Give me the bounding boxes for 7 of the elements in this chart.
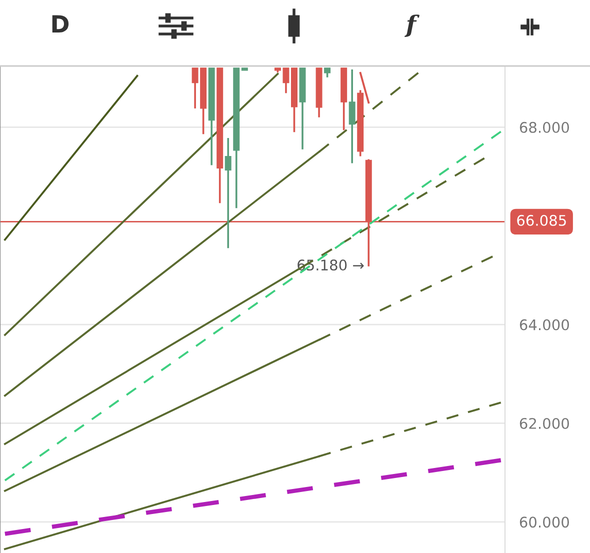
text: f <box>404 14 420 37</box>
text: D <box>52 15 69 33</box>
ref-line-label: 66.085 <box>517 214 566 226</box>
y-tick-label: 62.000 <box>520 418 569 429</box>
y-tick-label: 68.000 <box>520 122 569 133</box>
y-tick-label: 60.000 <box>520 516 569 528</box>
y-tick-label: 64.000 <box>520 319 569 330</box>
